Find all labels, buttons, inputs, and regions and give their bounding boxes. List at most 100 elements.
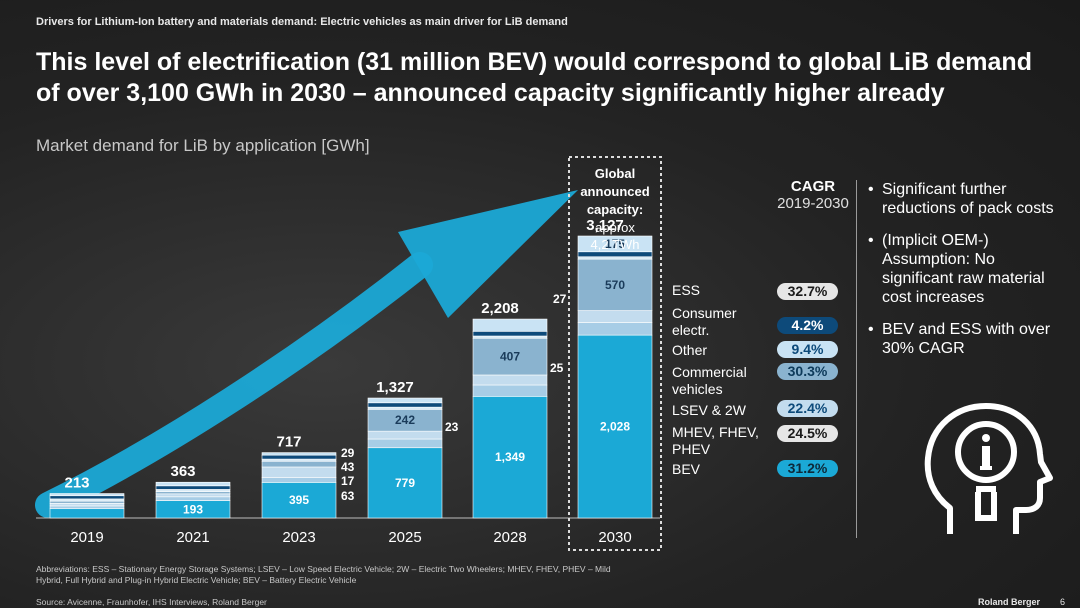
announced-capacity-text: approx — [595, 220, 635, 235]
cagr-badge: 24.5% — [777, 425, 838, 442]
bar-segment — [261, 477, 337, 483]
legend-item: ESS — [672, 282, 701, 298]
source-note: Source: Avicenne, Fraunhofer, IHS Interv… — [36, 597, 267, 607]
bullet-item: (Implicit OEM-) Assumption: No significa… — [866, 231, 1066, 307]
bar-segment — [472, 374, 548, 386]
legend-item: BEV — [672, 461, 701, 477]
data-label: 395 — [289, 493, 309, 507]
bar-segment — [155, 496, 231, 501]
data-label: 17 — [341, 474, 355, 488]
bar-segment — [472, 396, 548, 519]
bar-segment — [49, 498, 125, 502]
bar-segment — [577, 235, 653, 253]
bar-segment — [472, 335, 548, 339]
kicker-text: Drivers for Lithium-Ion battery and mate… — [36, 16, 568, 28]
bullet-item: BEV and ESS with over 30% CAGR — [866, 320, 1066, 358]
data-label: 27 — [553, 292, 567, 306]
bar-segment — [367, 402, 443, 408]
data-label: 43 — [341, 460, 355, 474]
bar-segment — [577, 251, 653, 258]
bar-segment — [155, 481, 231, 487]
bar-segment — [155, 489, 231, 492]
bar-segment — [472, 331, 548, 337]
bar-segment — [472, 318, 548, 332]
growth-arrow-icon — [35, 190, 578, 518]
data-label: 242 — [395, 413, 415, 427]
bar-segment — [367, 406, 443, 410]
bar-segment — [261, 460, 337, 468]
bullet-list: Significant further reductions of pack c… — [866, 180, 1066, 371]
data-label: 570 — [605, 278, 625, 292]
x-tick-label: 2025 — [388, 529, 421, 546]
x-tick-label: 2019 — [70, 529, 103, 546]
cagr-badge: 9.4% — [777, 341, 838, 358]
head-info-icon — [924, 403, 1053, 534]
divider — [856, 180, 857, 538]
bar-segment — [367, 438, 443, 449]
data-label: 29 — [341, 446, 355, 460]
legend-item: LSEV & 2W — [672, 402, 746, 418]
x-tick-label: 2030 — [598, 529, 631, 546]
bar-segment — [155, 485, 231, 490]
bar-segment — [261, 482, 337, 519]
bar-segment — [49, 503, 125, 507]
bar-segment — [49, 505, 125, 510]
total-label: 717 — [276, 434, 301, 451]
total-label: 1,327 — [376, 379, 414, 396]
data-label: 779 — [395, 476, 415, 490]
cagr-badge: 32.7% — [777, 283, 838, 300]
cagr-header: CAGR 2019-2030 — [768, 178, 858, 212]
bar-segment — [49, 493, 125, 497]
announced-capacity-text: 4,2 TWh — [591, 237, 640, 252]
bar-segment — [49, 508, 125, 519]
chart-subtitle: Market demand for LiB by application [GW… — [36, 136, 370, 155]
legend-item: MHEV, FHEV, PHEV — [672, 424, 759, 457]
data-label: 23 — [445, 420, 459, 434]
bar-segment — [49, 495, 125, 500]
bar-segment — [367, 447, 443, 519]
bar-segment — [577, 322, 653, 336]
abbreviations-note: Abbreviations: ESS – Stationary Energy S… — [36, 564, 611, 585]
cagr-badge: 4.2% — [777, 317, 838, 334]
announced-capacity-text: capacity: — [587, 202, 643, 217]
cagr-title: CAGR — [790, 178, 836, 195]
data-label: 193 — [183, 502, 203, 516]
data-label: 175 — [605, 237, 625, 251]
bar-segment — [577, 310, 653, 323]
legend-item: Commercial vehicles — [672, 364, 747, 397]
page-number: 6 — [1060, 597, 1066, 607]
bar-segment — [577, 258, 653, 311]
bar-segment — [472, 384, 548, 397]
cagr-badge: 31.2% — [777, 460, 838, 477]
bar-segment — [367, 430, 443, 440]
bar-segment — [261, 454, 337, 460]
bar-segment — [577, 256, 653, 260]
bar-segment — [577, 334, 653, 519]
bar-segment — [472, 337, 548, 376]
data-label: 25 — [550, 361, 564, 375]
bar-segment — [261, 452, 337, 456]
bar-segment — [367, 397, 443, 404]
total-label: 3,127 — [586, 217, 624, 234]
bar-segment — [49, 500, 125, 504]
bar-segment — [261, 466, 337, 478]
cagr-period: 2019-2030 — [777, 195, 849, 212]
announced-capacity-text: Global — [595, 166, 635, 181]
total-label: 2,208 — [481, 300, 519, 317]
page-title: This level of electrification (31 millio… — [36, 48, 1032, 107]
data-label: 63 — [341, 489, 355, 503]
legend-item: Other — [672, 342, 708, 358]
bullet-item: Significant further reductions of pack c… — [866, 180, 1066, 218]
x-tick-label: 2028 — [493, 529, 526, 546]
total-label: 213 — [64, 475, 89, 492]
data-label: 1,349 — [495, 450, 525, 464]
announced-capacity-box: Global announced capacity: approx 4,2 TWh — [568, 156, 662, 551]
brand-name: Roland Berger — [978, 597, 1041, 607]
x-tick-label: 2021 — [176, 529, 209, 546]
bar-segment — [261, 458, 337, 462]
bar-segment — [155, 491, 231, 495]
cagr-badge: 30.3% — [777, 363, 838, 380]
total-label: 363 — [170, 463, 195, 480]
cagr-badge: 22.4% — [777, 400, 838, 417]
